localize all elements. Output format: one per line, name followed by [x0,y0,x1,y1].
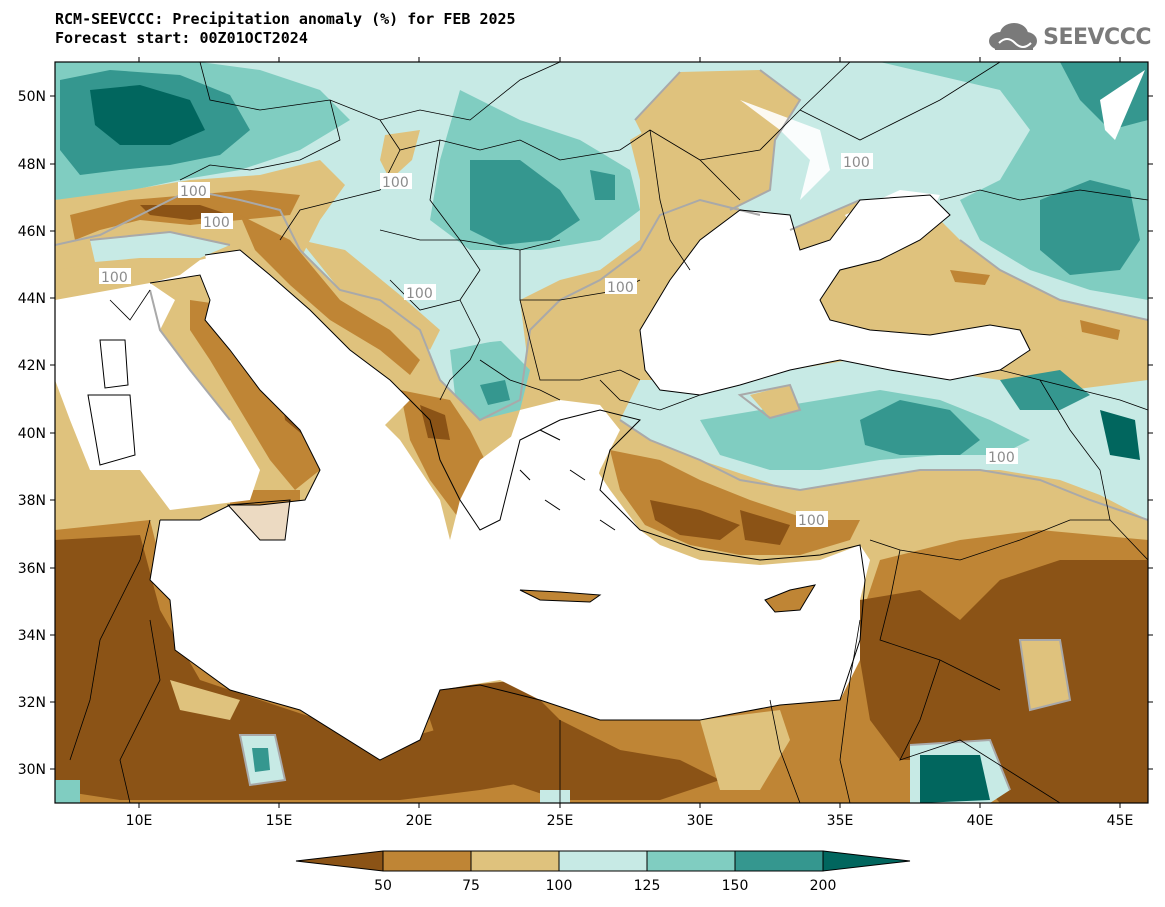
colorbar-label: 125 [634,878,661,894]
lat-tick-label: 38N [18,493,46,509]
lon-tick-label: 40E [967,813,994,829]
lon-axis [138,57,1121,808]
lon-tick-label: 45E [1107,813,1134,829]
contour-label: 100 [843,155,870,171]
logo-text: SEEVCCC [1043,24,1151,50]
lon-tick-label: 30E [687,813,714,829]
lon-tick-labels: 10E 15E 20E 25E 30E 35E 40E 45E [126,813,1134,829]
colorbar-segment-100-125 [558,850,648,872]
contour-label: 100 [180,184,207,200]
lon-tick-label: 25E [547,813,574,829]
region-north-normal [55,62,1148,420]
lon-tick-label: 10E [126,813,153,829]
coastlines [87,194,1031,761]
cloud-logo-icon [989,23,1038,50]
lat-tick-label: 42N [18,358,46,374]
lon-tick-label: 15E [266,813,293,829]
colorbar-segment-125-150 [646,850,736,872]
colorbar-label: 100 [546,878,573,894]
black-sea [640,195,1030,395]
lon-tick-label: 35E [827,813,854,829]
country-borders [69,62,1148,803]
lat-tick-label: 34N [18,628,46,644]
adriatic-sea [205,250,410,430]
colorbar [295,850,911,872]
map-title: RCM-SEEVCCC: Precipitation anomaly (%) f… [55,10,516,48]
contour-label: 100 [101,270,128,286]
sea-of-azov [845,190,940,240]
lat-tick-label: 46N [18,224,46,240]
aegean-sea [500,400,620,520]
lon-tick-label: 20E [406,813,433,829]
colorbar-label: 75 [462,878,480,894]
colorbar-segment-150-200 [734,850,824,872]
contour-label: 100 [607,280,634,296]
lat-tick-label: 36N [18,561,46,577]
lat-tick-label: 48N [18,157,46,173]
lat-axis [50,95,1153,770]
contour-label: 100 [798,513,825,529]
contour-label: 100 [203,215,230,231]
lat-tick-label: 30N [18,762,46,778]
colorbar-label: 150 [722,878,749,894]
lat-tick-label: 40N [18,426,46,442]
contour-label: 100 [988,450,1015,466]
title-line-1: RCM-SEEVCCC: Precipitation anomaly (%) f… [55,10,516,28]
contour-label: 100 [382,175,409,191]
title-line-2: Forecast start: 00Z01OCT2024 [55,29,308,47]
contour-label: 100 [406,286,433,302]
lat-tick-label: 50N [18,89,46,105]
colorbar-label: 200 [810,878,837,894]
colorbar-segment-50-75 [382,850,472,872]
contour-label-group: 100 100 100 100 100 100 100 100 100 [99,153,1018,529]
colorbar-segment-75-100 [470,850,560,872]
colorbar-segment-gt200 [822,850,911,872]
anomaly-field [55,62,1148,803]
lat-tick-label: 44N [18,291,46,307]
colorbar-segment-lt50 [295,850,384,872]
colorbar-label: 50 [374,878,392,894]
colorbar-labels: 50 75 100 125 150 200 [374,878,836,894]
seevccc-logo: SEEVCCC [985,20,1151,54]
lat-tick-label: 32N [18,695,46,711]
lat-tick-labels: 50N 48N 46N 44N 42N 40N 38N 36N 34N 32N … [18,89,46,778]
